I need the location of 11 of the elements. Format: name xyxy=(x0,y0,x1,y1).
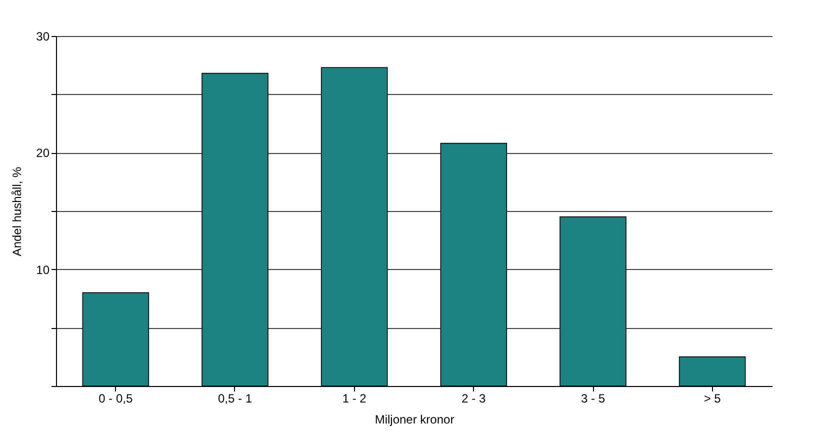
x-tick-label: 0 - 0,5 xyxy=(98,392,133,406)
y-axis-title: Andel hushåll, % xyxy=(10,166,24,256)
x-tick-label: 3 - 5 xyxy=(580,392,606,406)
x-tick-label: 1 - 2 xyxy=(342,392,367,406)
x-tick-label: 0,5 - 1 xyxy=(218,392,252,406)
y-tick-label: 20 xyxy=(36,146,50,160)
x-tick-label: > 5 xyxy=(704,392,722,406)
y-tick-label: 30 xyxy=(36,30,50,44)
y-tick-label: 10 xyxy=(36,262,50,277)
x-axis-title: Miljoner kronor xyxy=(374,412,454,426)
x-tick-label: 2 - 3 xyxy=(462,392,486,406)
